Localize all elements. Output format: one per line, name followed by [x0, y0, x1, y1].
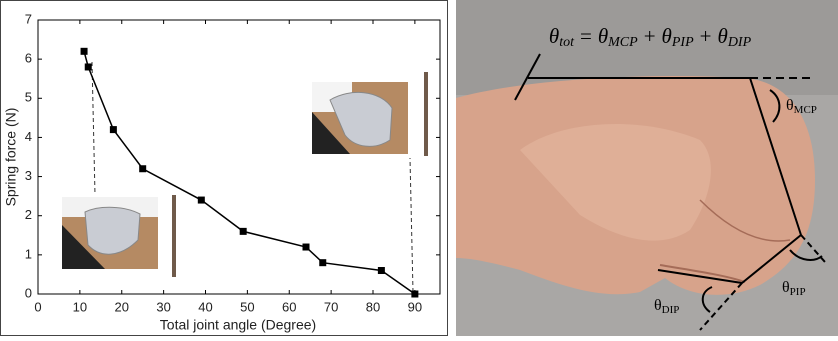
x-tick-label: 10 [73, 299, 87, 314]
marker [81, 48, 88, 55]
angle-symbol: θ [782, 279, 790, 296]
equation-subscript: tot [559, 35, 575, 50]
left-panel-frame [1, 1, 448, 336]
equation-subscript: MCP [607, 35, 638, 50]
marker [198, 197, 205, 204]
equation-term: θ [662, 24, 672, 48]
marker [303, 244, 310, 251]
equation-term: θ [717, 24, 727, 48]
y-tick-label: 5 [25, 90, 32, 105]
equation-term: θ [598, 24, 608, 48]
equation-operator: + [644, 24, 656, 48]
marker [139, 165, 146, 172]
marker [240, 228, 247, 235]
equation-operator: + [700, 24, 712, 48]
angle-subscript: DIP [662, 304, 680, 316]
x-tick-label: 70 [324, 299, 338, 314]
y-tick-label: 7 [25, 11, 32, 26]
y-tick-label: 1 [25, 246, 32, 261]
y-tick-label: 3 [25, 168, 32, 183]
x-tick-label: 90 [408, 299, 422, 314]
y-tick-label: 0 [25, 285, 32, 300]
page: {"chart_data": {"type": "line", "xlabel"… [0, 0, 838, 336]
angle-symbol: θ [786, 97, 794, 114]
marker [411, 291, 418, 298]
y-tick-label: 2 [25, 207, 32, 222]
x-tick-label: 60 [282, 299, 296, 314]
x-tick-label: 50 [240, 299, 254, 314]
equation: θtot=θMCP+θPIP+θDIP [549, 24, 752, 50]
marker [378, 267, 385, 274]
x-tick-label: 0 [34, 299, 41, 314]
y-tick-label: 6 [25, 51, 32, 66]
angle-symbol: θ [654, 297, 662, 314]
y-axis-label: Spring force (N) [3, 108, 19, 207]
equation-operator: = [580, 24, 592, 48]
marker [110, 126, 117, 133]
x-tick-label: 20 [115, 299, 129, 314]
figure: Total joint angle (Degree) Spring force … [0, 0, 838, 336]
marker [319, 259, 326, 266]
angle-subscript: PIP [790, 286, 806, 298]
x-tick-label: 30 [156, 299, 170, 314]
x-tick-label: 80 [366, 299, 380, 314]
angle-subscript: MCP [794, 104, 817, 116]
equation-term: θ [549, 24, 559, 48]
hand-photo [456, 0, 838, 336]
equation-subscript: PIP [671, 35, 694, 50]
y-tick-label: 4 [25, 129, 32, 144]
marker [85, 63, 92, 70]
equation-subscript: DIP [727, 35, 752, 50]
x-axis-label: Total joint angle (Degree) [160, 317, 316, 333]
x-tick-label: 40 [198, 299, 212, 314]
